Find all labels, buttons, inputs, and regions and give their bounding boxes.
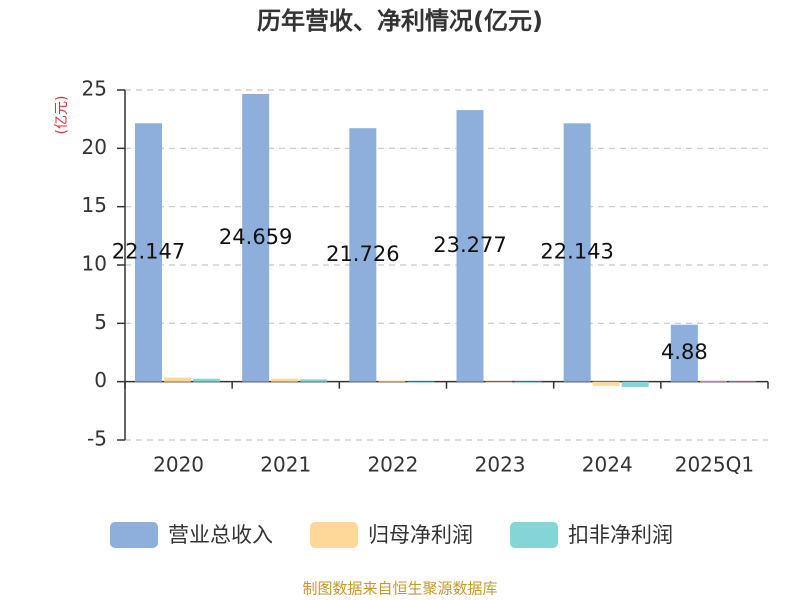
legend-swatch: [510, 522, 558, 548]
y-tick-label: 20: [82, 135, 107, 159]
x-tick-label: 2020: [153, 453, 204, 477]
legend-swatch: [110, 522, 158, 548]
chart-title: 历年营收、净利情况(亿元): [257, 7, 543, 35]
y-tick-label: 0: [94, 368, 107, 392]
bar: [378, 380, 406, 382]
y-tick-label: 10: [82, 252, 107, 276]
data-label: 4.88: [661, 340, 708, 364]
x-tick-label: 2023: [475, 453, 526, 477]
bar: [135, 123, 162, 382]
y-tick-label: 15: [82, 193, 107, 217]
legend-swatch: [310, 522, 358, 548]
bar: [592, 381, 620, 386]
data-label: 22.147: [112, 239, 185, 263]
bar: [456, 110, 484, 382]
y-axis-label: (亿元): [54, 96, 70, 135]
y-tick-label: 5: [94, 310, 107, 334]
source-note: 制图数据来自恒生聚源数据库: [302, 580, 497, 598]
bar: [485, 381, 513, 383]
bar: [670, 324, 698, 382]
bar: [271, 378, 299, 382]
x-tick-label: 2024: [582, 453, 633, 477]
bar: [349, 128, 377, 382]
bar: [563, 123, 591, 382]
bar: [407, 381, 435, 383]
x-tick-label: 2022: [367, 453, 418, 477]
bar: [193, 378, 220, 382]
bar: [514, 381, 542, 383]
bar: [300, 379, 328, 382]
legend-label: 归母净利润: [368, 523, 473, 547]
bar: [242, 93, 270, 382]
data-label: 24.659: [219, 225, 292, 249]
bar: [699, 381, 727, 382]
legend-label: 扣非净利润: [568, 523, 673, 547]
bar: [621, 381, 649, 387]
data-label: 23.277: [433, 233, 506, 257]
y-tick-label: 25: [82, 77, 107, 101]
data-label: 21.726: [326, 242, 399, 266]
y-tick-label: -5: [87, 427, 107, 451]
bar: [164, 377, 191, 382]
x-tick-label: 2025Q1: [675, 453, 754, 477]
bar: [728, 381, 756, 382]
data-label: 22.143: [540, 239, 613, 263]
legend-label: 营业总收入: [168, 523, 273, 547]
x-tick-label: 2021: [260, 453, 311, 477]
